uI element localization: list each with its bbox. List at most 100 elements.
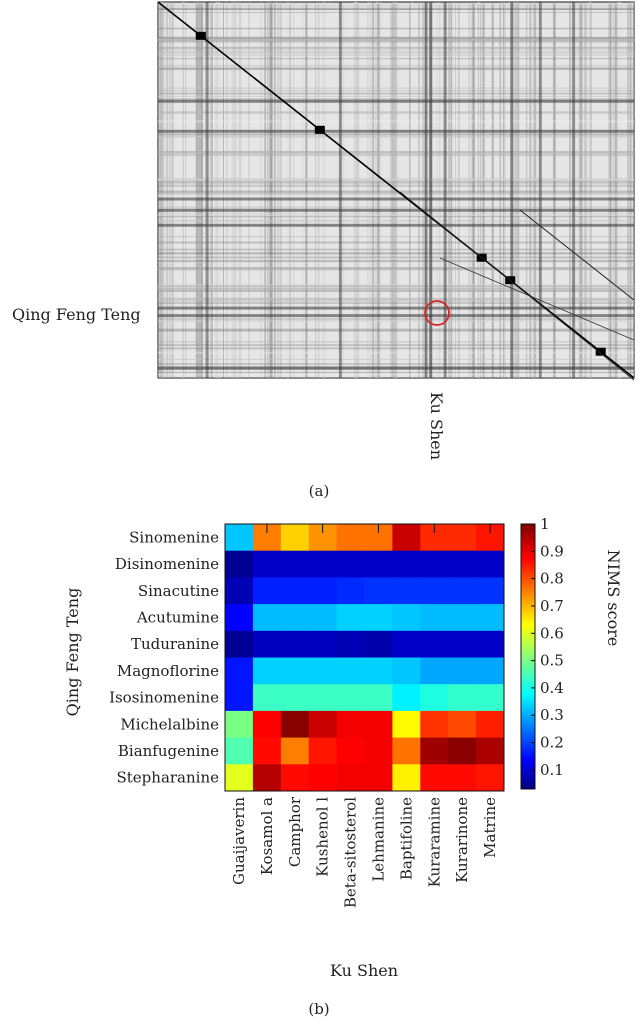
heatmap-cell (308, 550, 337, 578)
matrix-a-stripe (158, 133, 634, 135)
matrix-a-stripe (181, 2, 185, 378)
matrix-a-band (429, 2, 433, 378)
heatmap-cell (420, 657, 449, 685)
matrix-a-stripe (377, 2, 379, 378)
matrix-a-stripe (197, 2, 199, 378)
matrix-a-stripe (158, 348, 634, 350)
matrix-a-stripe (268, 2, 271, 378)
matrix-a-stripe (267, 2, 269, 378)
matrix-a-stripe (209, 2, 212, 378)
matrix-a-stripe (158, 90, 634, 92)
heatmap-cell (364, 737, 393, 765)
heatmap-y-tick-label: Isosinomenine (109, 689, 219, 707)
matrix-a-stripe (305, 2, 308, 378)
matrix-a-stripe (158, 256, 634, 260)
heatmap-cell (280, 710, 310, 738)
matrix-a-stripe (470, 2, 472, 378)
matrix-a-stripe (158, 359, 634, 360)
matrix-a-stripe (158, 285, 634, 287)
matrix-a-stripe (158, 267, 634, 271)
matrix-a-stripe (158, 193, 634, 195)
matrix-a-stripe (376, 2, 379, 378)
matrix-a-stripe (158, 286, 634, 288)
heatmap-y-tick-label: Michelalbine (120, 715, 219, 733)
matrix-a-stripe (618, 2, 622, 378)
matrix-a-stripe (200, 2, 202, 378)
matrix-a-stripe (158, 36, 634, 39)
matrix-a-stripe (158, 290, 634, 292)
heatmap-cell (392, 657, 421, 685)
heatmap-cell (252, 550, 282, 578)
matrix-a-stripe (158, 191, 634, 195)
matrix-a-stripe (158, 252, 634, 255)
matrix-a-band (205, 2, 209, 378)
heatmap-cell (364, 604, 393, 632)
matrix-a-stripe (158, 153, 634, 157)
heatmap-cell (476, 657, 505, 685)
matrix-a-stripe (158, 268, 634, 271)
matrix-a-stripe (158, 344, 634, 346)
matrix-a-stripe (158, 38, 634, 41)
matrix-a-stripe (617, 2, 621, 378)
matrix-a-stripe (158, 136, 634, 138)
matrix-a-diagonal-secondary (519, 209, 635, 301)
heatmap-cell (308, 577, 337, 605)
matrix-a-stripe (629, 2, 632, 378)
heatmap-cell (448, 604, 477, 632)
matrix-a-stripe (158, 340, 634, 343)
matrix-a-stripe (158, 302, 634, 304)
matrix-a-stripe (158, 236, 634, 238)
colorbar-tick-label: 0.1 (540, 761, 564, 779)
matrix-a-stripe (158, 358, 634, 361)
matrix-a-band (158, 314, 634, 318)
matrix-a-stripe (158, 4, 634, 7)
matrix-a-stripe (631, 2, 634, 378)
heatmap-y-tick-label: Disinomenine (115, 555, 219, 573)
matrix-a-stripe (161, 2, 163, 378)
colorbar-tick-label: 0.3 (540, 706, 564, 724)
matrix-a-stripe (158, 66, 634, 69)
matrix-a-stripe (158, 38, 634, 40)
heatmap-x-tick-label: Baptifoline (397, 797, 415, 880)
heatmap-cell (420, 710, 449, 738)
heatmap-cell (364, 630, 393, 658)
matrix-a-stripe (195, 2, 199, 378)
heatmap-y-tick-label: Sinacutine (138, 582, 219, 600)
heatmap-cell (225, 630, 254, 658)
matrix-a-stripe (372, 2, 375, 378)
heatmap-cell (476, 550, 505, 578)
heatmap-cell (476, 710, 505, 738)
matrix-a-col-label: Ku Shen (427, 392, 446, 460)
heatmap-cell (336, 684, 365, 712)
matrix-a-stripe (518, 2, 520, 378)
colorbar-tick-label: 0.9 (540, 542, 564, 560)
matrix-a-band (158, 208, 634, 212)
matrix-a-stripe (226, 2, 228, 378)
matrix-a-band (158, 99, 634, 103)
matrix-a-stripe (158, 7, 634, 10)
heatmap-cell (476, 684, 505, 712)
matrix-a-stripe (266, 2, 269, 378)
matrix-a-stripe (391, 2, 394, 378)
matrix-a-stripe (553, 2, 555, 378)
matrix-a-stripe (158, 220, 634, 222)
matrix-a-stripe (468, 2, 470, 378)
matrix-a-stripe (302, 2, 304, 378)
matrix-a-diagonal-secondary (399, 191, 635, 381)
heatmap-y-tick-label: Magnoflorine (117, 662, 219, 680)
heatmap-cell (225, 604, 254, 632)
matrix-a-stripe (158, 193, 634, 196)
matrix-a-stripe (158, 266, 634, 269)
heatmap-x-tick-label: Matrine (481, 797, 499, 858)
matrix-a-stripe (217, 2, 219, 378)
matrix-a-stripe (532, 2, 536, 378)
matrix-a-stripe (158, 185, 634, 187)
matrix-a-stripe (629, 2, 632, 378)
matrix-a-stripe (158, 27, 634, 30)
heatmap-cell (392, 737, 421, 765)
matrix-a-stripe (171, 2, 174, 378)
matrix-a-stripe (158, 93, 634, 95)
matrix-a-stripe (166, 2, 169, 378)
heatmap-cell (308, 684, 337, 712)
matrix-a-diagonal (157, 1, 635, 379)
